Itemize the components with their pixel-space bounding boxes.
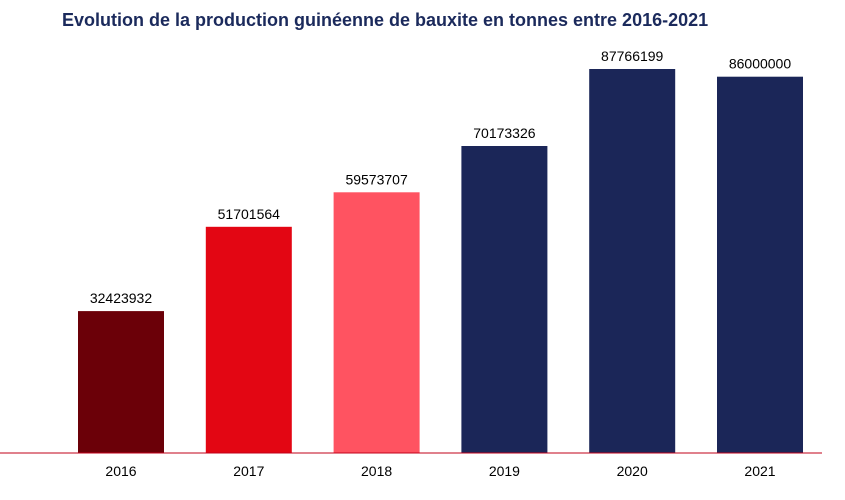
bar-2017 — [205, 226, 292, 453]
value-label-2021: 86000000 — [729, 56, 792, 72]
x-tick-label-2019: 2019 — [489, 463, 520, 479]
x-tick-labels-layer: 2016 2017 2018 2019 2020 2021 — [105, 463, 775, 479]
value-label-2020: 87766199 — [601, 48, 664, 64]
bar-2019 — [461, 146, 548, 453]
value-label-2017: 51701564 — [218, 206, 281, 222]
value-label-2019: 70173326 — [473, 125, 536, 141]
bar-2018 — [333, 192, 420, 454]
value-label-2018: 59573707 — [345, 171, 408, 187]
x-tick-label-2021: 2021 — [744, 463, 775, 479]
bar-2020 — [589, 69, 676, 453]
chart-title: Evolution de la production guinéenne de … — [62, 10, 709, 30]
bars-layer — [78, 69, 803, 454]
bar-2021 — [717, 76, 803, 453]
x-tick-label-2018: 2018 — [361, 463, 392, 479]
value-label-2016: 32423932 — [90, 290, 153, 306]
x-tick-label-2020: 2020 — [617, 463, 648, 479]
value-labels-layer: 32423932 51701564 59573707 70173326 87766199… — [90, 48, 792, 306]
x-tick-label-2017: 2017 — [233, 463, 264, 479]
x-tick-label-2016: 2016 — [105, 463, 136, 479]
bar-2016 — [78, 311, 164, 453]
